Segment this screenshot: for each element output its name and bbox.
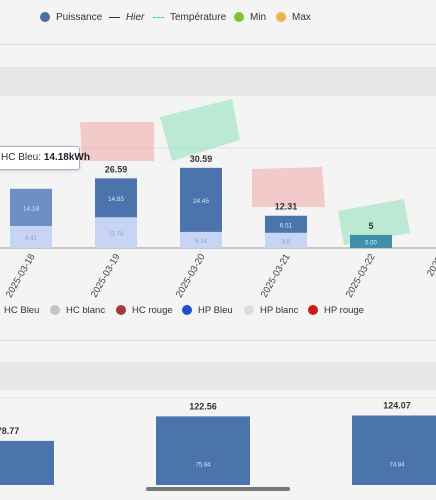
- legend-item-temperature[interactable]: Température: [153, 10, 226, 24]
- legend-label: HP rouge: [324, 304, 364, 316]
- legend-dashed-line-icon: [153, 16, 164, 18]
- bar-hc-bleu: [10, 188, 52, 226]
- bar-label: 5.00: [365, 240, 377, 246]
- legend-label: HC Bleu: [4, 304, 40, 316]
- bar-hp-bleu: [95, 217, 137, 248]
- bar-hc-bleu: [95, 178, 137, 218]
- bar-label: 14.18: [23, 205, 40, 212]
- bar-total-label: 30.59: [190, 154, 213, 164]
- legend-label: Hier: [126, 11, 145, 23]
- legend2-item-hp-rouge[interactable]: HP rouge: [308, 303, 364, 317]
- legend-label: HP blanc: [260, 304, 299, 316]
- legend-label: Puissance: [56, 11, 103, 23]
- legend-label: HC rouge: [132, 304, 173, 316]
- legend-dot-icon: [116, 305, 126, 315]
- legend-dot-icon: [234, 12, 244, 22]
- x-tick-label: 2025-03-20: [174, 252, 208, 300]
- legend-item-min[interactable]: Min: [234, 10, 266, 24]
- temperature-range-marker: [80, 122, 154, 161]
- bar-total-label: 122.56: [189, 401, 217, 411]
- legend-label: HC blanc: [66, 304, 106, 316]
- legend-dot-icon: [182, 305, 192, 315]
- tooltip-series: HC Bleu: [1, 152, 39, 163]
- legend-dot-icon: [50, 305, 60, 315]
- bar: [0, 440, 54, 485]
- bar-label: 14.85: [108, 196, 125, 203]
- bar-label: 11.74: [109, 232, 124, 238]
- bar-hp-bleu: [350, 234, 392, 248]
- bar-label: 75.84: [195, 463, 211, 469]
- x-tick-label: 2025-: [425, 252, 436, 279]
- x-tick-label: 2025-03-22: [344, 252, 378, 300]
- home-indicator[interactable]: [146, 487, 290, 491]
- chart-tooltip: HC Bleu: 14.18kWh: [0, 146, 90, 170]
- bar-label: 8.41: [25, 236, 37, 242]
- section-header-band: [0, 67, 436, 95]
- tooltip-value: 14.18kWh: [43, 152, 90, 163]
- top-legend: Puissance Hier Température Min Max: [0, 0, 436, 34]
- bar-hc-bleu: [180, 167, 222, 232]
- bar: [156, 416, 250, 485]
- legend-dot-icon: [40, 12, 50, 22]
- legend2-item-hc-bleu[interactable]: HC Bleu: [4, 303, 39, 317]
- legend-item-max[interactable]: Max: [276, 10, 311, 24]
- legend-dot-icon: [308, 305, 318, 315]
- bar-hp-bleu: [180, 231, 222, 248]
- bar-label: 74.84: [389, 462, 405, 468]
- legend-label: HP Bleu: [198, 304, 233, 316]
- bar-total-label: 12.31: [275, 202, 298, 212]
- bar-hp-bleu: [10, 225, 52, 248]
- legend-item-hier[interactable]: Hier: [109, 10, 144, 24]
- x-tick-label: 2025-03-21: [259, 252, 293, 300]
- bar-label: 5.8: [282, 239, 291, 245]
- legend-dot-icon: [276, 12, 286, 22]
- legend2-item-hp-bleu[interactable]: HP Bleu: [182, 303, 233, 317]
- bar: [352, 415, 436, 485]
- temperature-range-marker: [338, 199, 410, 245]
- legend2-item-hc-blanc[interactable]: HC blanc: [50, 303, 105, 317]
- x-tick-label: 2025-03-18: [4, 252, 38, 300]
- divider: [0, 340, 436, 341]
- bar-total-label: 26.59: [105, 164, 128, 174]
- bar-label: 24.45: [193, 198, 210, 205]
- bar-label: 6.51: [280, 222, 293, 229]
- bar-total-label: 124.07: [383, 401, 411, 411]
- x-tick-label: 2025-03-19: [89, 252, 123, 300]
- legend-label: Min: [250, 11, 267, 23]
- weekly-consumption-chart: 78.77 122.56 75.84 124.07 74.84: [0, 397, 436, 485]
- bar-total-label: 78.77: [0, 426, 19, 436]
- section-header-band: [0, 362, 436, 390]
- bar-hp-bleu: [265, 232, 307, 248]
- legend-label: Température: [170, 11, 227, 23]
- legend-label: Max: [292, 11, 311, 23]
- legend2-item-hc-rouge[interactable]: HC rouge: [116, 303, 173, 317]
- bar-total-label: 5: [368, 221, 373, 231]
- legend-dot-icon: [244, 305, 254, 315]
- divider: [0, 44, 436, 45]
- daily-consumption-chart: 8.41 14.18 2025-03-18 11.74 14.85 26.59 2025-0…: [0, 95, 436, 300]
- bar-label: 6.14: [195, 239, 207, 245]
- legend2-item-hp-blanc[interactable]: HP blanc: [244, 303, 298, 317]
- legend-item-puissance[interactable]: Puissance: [40, 10, 102, 24]
- temperature-range-marker: [252, 167, 325, 207]
- bar-hc-bleu: [265, 215, 307, 233]
- legend-line-icon: [109, 16, 120, 18]
- temperature-range-marker: [160, 99, 240, 161]
